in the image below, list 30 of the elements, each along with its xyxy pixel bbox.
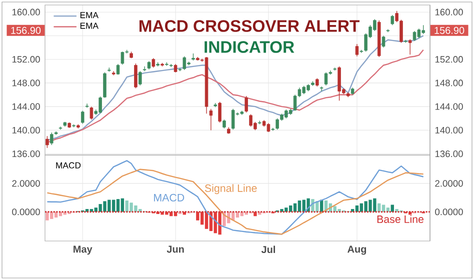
x-tick-label: Jun — [166, 246, 184, 253]
y2-tick-label: 0.0000 — [435, 208, 463, 216]
text: 156.90 — [434, 26, 464, 34]
legend-label: EMA — [80, 22, 98, 29]
text: INDICATOR — [204, 41, 294, 53]
y2-tick-label: 144.00 — [435, 103, 463, 110]
y-tick-label: 148.00 — [12, 80, 40, 86]
y2-tick-label: 2.0000 — [435, 180, 463, 187]
y2-tick-label: 136.00 — [435, 150, 463, 158]
x-tick-label: May — [74, 246, 92, 255]
y-tick-label: 152.00 — [12, 56, 40, 63]
series-label: Signal Line — [204, 184, 257, 194]
y-tick-label: 140.00 — [12, 126, 40, 134]
y-tick-label: 160.00 — [12, 8, 40, 16]
y-tick-label: 0.0000 — [12, 208, 40, 216]
y2-tick-label: 148.00 — [435, 80, 463, 86]
x-tick-label: Aug — [348, 246, 366, 255]
legend-label: EMA — [80, 12, 98, 18]
y-tick-label: 136.00 — [12, 150, 40, 158]
y2-tick-label: 160.00 — [435, 8, 463, 16]
text: MACD CROSSOVER ALERT — [140, 20, 360, 32]
text: MACD — [56, 162, 81, 168]
y-tick-label: 2.0000 — [12, 180, 40, 187]
y2-tick-label: 152.00 — [435, 56, 463, 63]
text: 156.90 — [11, 26, 41, 34]
series-label: MACD — [154, 194, 184, 202]
x-tick-label: Jul — [261, 246, 275, 254]
y-tick-label: 144.00 — [12, 103, 40, 110]
y2-tick-label: 140.00 — [435, 126, 463, 134]
ref-line-label: Base Line — [377, 215, 424, 223]
